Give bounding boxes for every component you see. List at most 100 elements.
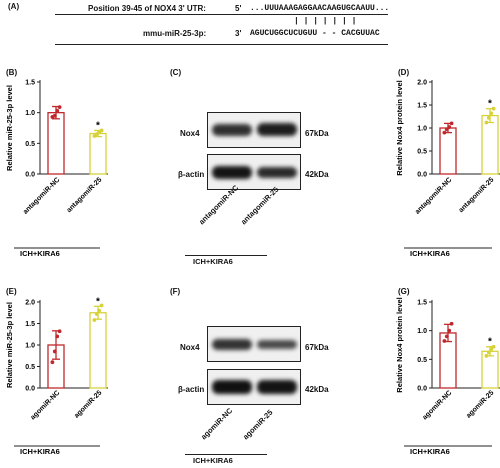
e-x-label: agomiR-NC [30,389,62,421]
d-data-point [489,111,494,116]
g-ytick-label: 1.5 [417,300,427,307]
e-data-point [52,349,57,354]
blot-c-row2-label: β-actin [178,170,205,179]
e-ytick-label: 2.0 [25,300,35,307]
d-ytick-label: 1.5 [417,103,427,110]
e-data-point [94,312,99,316]
b-data-point [99,128,104,133]
g-x-label: agomiR-NC [422,389,454,421]
g-data-point [491,344,496,349]
g-data-point [444,334,449,339]
b-significance-star: * [96,120,100,131]
blot-f-row1-label: Nox4 [180,343,200,352]
d-x-label: antagomiR-NC [414,176,453,215]
d-ytick-label: 2.0 [417,80,427,87]
blot-c-row1-kda: 67kDa [305,129,329,138]
d-significance-star: * [488,99,492,110]
blot-c-lane-2: antagomiR-25 [239,184,281,227]
b-ytick-label: 0.0 [25,172,35,179]
panel-e-label: (E) [6,287,17,296]
g-data-point [447,328,452,333]
d-ytick-label: 1.0 [417,126,427,133]
blot-f-nox4-band-2 [257,340,297,349]
blot-c-nox4-band-2 [257,123,297,136]
e-data-point [92,318,97,322]
blot-f-nox4-band-1 [212,339,252,350]
pairing-bonds: | | | | | | | [294,17,357,26]
b-ytick-label: 1.0 [25,110,35,117]
b-data-point [57,105,62,110]
e-ytick-label: 1.5 [25,321,35,328]
d-data-point [442,130,447,135]
chart-e: 0.0 0.5 1.0 1.5 2.0 Relative miR-25-3p level a… [5,296,108,456]
chart-d: 0.0 0.5 1.0 1.5 2.0 Relative Nox4 protein lev… [395,80,500,258]
g-y-label: Relative Nox4 protein level [395,297,404,392]
panel-b-label: (B) [6,68,18,77]
d-bar [481,114,499,175]
panel-a-label: (A) [8,2,20,11]
e-x-label: agomiR-25 [73,389,103,419]
e-data-point [50,360,55,365]
d-data-point [449,121,454,126]
e-data-point [99,303,104,308]
blot-c: Nox4 67kDa β-actin 42kDa antagomiR-NC an… [165,70,385,270]
utr-sequence: ...UUUAAAGAGGAACAAGUGCAAUU... [250,4,390,13]
e-ytick-label: 0.5 [25,364,35,371]
blot-f-lane-2: agomiR-25 [241,407,275,442]
d-data-point [484,120,489,125]
b-y-label: Relative miR-25-3p level [5,85,14,171]
e-bar [89,312,107,389]
d-y-label: Relative Nox4 protein level [395,80,404,175]
blot-f-nox4-strip [207,326,301,362]
mirna-sequence: AGUCUGGCUCUGUU - - CACGUUAC [250,29,380,38]
g-ytick-label: 1.0 [417,328,427,335]
blot-f-actin-band-2 [257,380,297,394]
panel-a-frame [55,14,388,15]
b-data-point [55,108,60,113]
g-ytick-label: 0.5 [417,357,427,364]
mirna-name: mmu-miR-25-3p: [143,29,207,38]
e-ytick-label: 1.0 [25,343,35,350]
d-data-point [491,106,496,111]
g-data-point [484,353,489,358]
blot-c-actin-band-2 [257,167,297,178]
d-ytick-label: 0.5 [417,149,427,156]
blot-c-group-line [185,255,267,256]
utr-name: Position 39-45 of NOX4 3' UTR: [88,4,206,13]
b-x-label: antagomiR-NC [22,176,61,215]
e-significance-star: * [96,296,100,307]
blot-f-row2-kda: 42kDa [305,385,329,394]
blot-f-row2-label: β-actin [178,385,205,394]
g-group-label: ICH+KIRA6 [410,447,450,456]
blot-f: Nox4 67kDa β-actin 42kDa agomiR-NC agomi… [165,290,385,468]
g-significance-star: * [488,337,492,348]
blot-c-nox4-band-1 [212,124,252,136]
blot-c-group: ICH+KIRA6 [193,257,233,266]
blot-f-actin-band-1 [212,380,252,394]
e-data-point [97,308,102,313]
d-bar [439,127,457,175]
blot-c-actin-strip [207,154,301,190]
e-ytick-label: 0.0 [25,386,35,393]
b-ytick-label: 0.5 [25,141,35,148]
g-data-point [449,321,454,326]
panel-g-label: (G) [398,287,410,296]
d-data-point [444,127,449,132]
e-y-label: Relative miR-25-3p level [5,302,14,388]
g-data-point [486,350,491,355]
d-ytick-label: 0.0 [417,172,427,179]
blot-f-actin-strip [207,369,301,405]
panel-a-bottom-rule [55,44,388,45]
chart-b: 0.0 0.5 1.0 1.5 Relative miR-25-3p level anta… [5,80,108,258]
g-bar [481,350,499,389]
blot-c-row1-label: Nox4 [180,129,200,138]
utr-five-prime: 5' [235,4,242,13]
d-group-label: ICH+KIRA6 [410,249,450,258]
b-x-label: antagomiR-25 [66,176,104,214]
b-ytick-label: 1.5 [25,80,35,87]
d-x-label: antagomiR-25 [458,176,496,214]
e-data-point [57,329,62,334]
blot-f-lane-1: agomiR-NC [199,406,235,442]
g-data-point [489,347,494,351]
b-bar [89,132,107,175]
